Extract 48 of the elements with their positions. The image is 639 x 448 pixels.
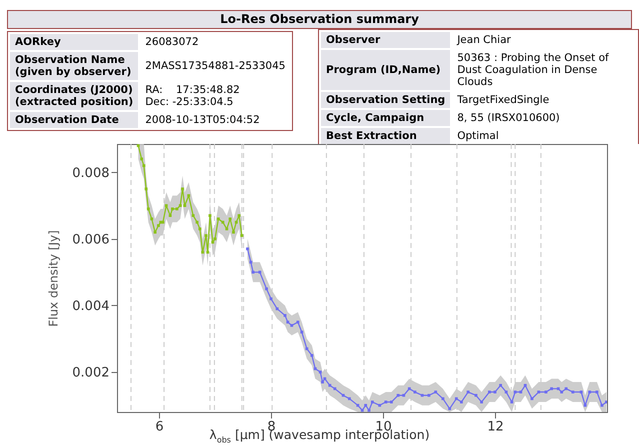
text: AORkey	[10, 34, 138, 50]
point	[164, 204, 168, 208]
point	[192, 214, 195, 217]
point	[187, 194, 190, 198]
point	[178, 204, 182, 208]
point	[216, 217, 220, 220]
point	[142, 164, 146, 168]
text: Best Extraction	[321, 128, 450, 144]
y-tick-label: 0.006	[72, 232, 110, 248]
text: 26083072	[144, 35, 200, 50]
text: Observer	[321, 32, 450, 48]
text: Coordinates (J2000) (extracted position)	[10, 82, 138, 110]
point	[228, 217, 232, 220]
text: Optimal	[456, 129, 500, 144]
text: Observation Name (given by observer)	[10, 52, 138, 80]
text: RA: 17:35:48.82 Dec: -25:33:04.5	[144, 83, 241, 110]
x-tick-label: 6	[155, 420, 164, 434]
point	[146, 208, 150, 210]
text: TargetFixedSingle	[456, 93, 550, 108]
point	[154, 230, 156, 234]
point	[168, 214, 172, 217]
point	[221, 220, 224, 224]
point	[198, 227, 202, 230]
text: Program (ID,Name)	[321, 50, 450, 90]
point	[232, 230, 235, 234]
text: Observation Date	[10, 112, 138, 128]
text: Cycle, Campaign	[321, 110, 450, 126]
text: Observation Setting	[321, 92, 450, 108]
text: Jean Chiar	[456, 33, 512, 48]
point	[240, 234, 244, 237]
point	[214, 237, 216, 240]
y-axis-title: Flux density [Jy]	[46, 230, 60, 327]
point	[225, 227, 228, 230]
text: 2008-10-13T05:04:52	[144, 113, 261, 128]
y-tick-label: 0.008	[72, 166, 110, 181]
point	[140, 158, 144, 160]
x-tick-label: 12	[487, 420, 504, 434]
point	[183, 204, 186, 208]
point	[150, 217, 154, 220]
y-tick-label: 0.004	[72, 298, 110, 314]
point	[196, 220, 198, 224]
point	[144, 188, 148, 190]
point	[162, 220, 164, 224]
y-tick-label: 0.002	[72, 366, 110, 381]
text: 50363 : Probing the Onset of Dust Coagulation in Dense Clouds	[456, 51, 610, 90]
text: 8, 55 (IRSX010600)	[456, 111, 561, 126]
text: Lo-Res Observation summary	[7, 10, 632, 29]
text: 2MASS17354881-2533045	[144, 59, 286, 74]
